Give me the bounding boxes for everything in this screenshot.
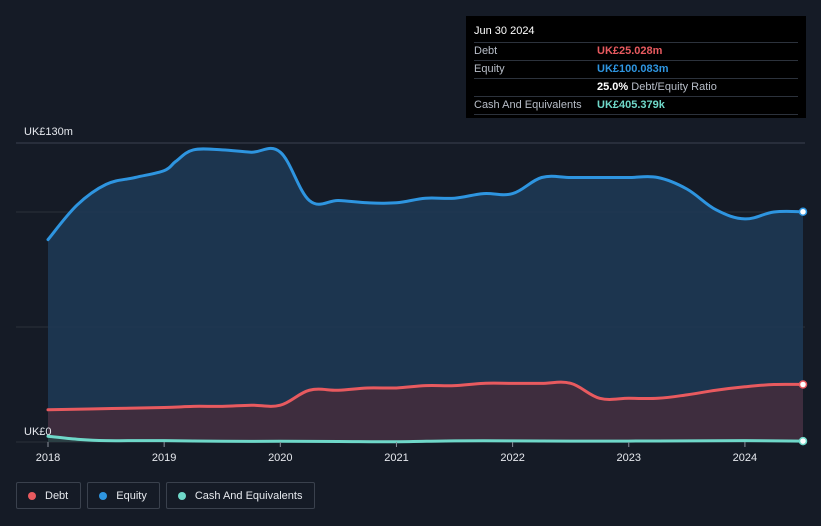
x-tick-label: 2018	[36, 452, 60, 464]
x-tick-label: 2024	[733, 452, 757, 464]
line-equity	[46, 146, 805, 242]
x-tick-label: 2022	[500, 452, 524, 464]
legend-dot-equity	[99, 491, 108, 500]
tooltip-row-equity: Equity UK£100.083m	[474, 60, 798, 78]
tooltip-debt-label: Debt	[474, 45, 498, 57]
tooltip-date: Jun 30 2024	[474, 25, 535, 37]
legend-item-equity[interactable]: Equity	[87, 482, 160, 509]
area-equity	[48, 148, 803, 442]
series-lines	[46, 146, 805, 444]
tooltip-ratio-label	[474, 79, 597, 96]
end-marker-debt	[798, 380, 808, 389]
end-marker-equity	[798, 207, 808, 217]
chart-legend: Debt Equity Cash And Equivalents	[16, 482, 316, 509]
tooltip-row-cash: Cash And Equivalents UK£405.379k	[474, 96, 798, 115]
legend-item-cash[interactable]: Cash And Equivalents	[165, 482, 316, 509]
legend-label-debt: Debt	[45, 489, 69, 502]
legend-label-cash: Cash And Equivalents	[194, 489, 303, 502]
y-axis-bottom-label: UK£0	[24, 426, 52, 438]
tooltip-panel: Jun 30 2024 Debt UK£25.028m Equity UK£10…	[466, 16, 806, 118]
tooltip-ratio-value: 25.0% Debt/Equity Ratio	[597, 79, 717, 96]
legend-dot-cash	[177, 491, 186, 500]
series-end-markers	[798, 207, 808, 446]
legend-dot-debt	[28, 491, 36, 500]
x-axis-ticks: 2018 2019 2020 2021 2022 2023 2024	[36, 442, 757, 464]
legend-item-debt[interactable]: Debt	[16, 482, 82, 509]
tooltip-ratio-suffix: Debt/Equity Ratio	[631, 81, 717, 93]
x-tick-label: 2019	[152, 452, 176, 464]
legend-label-equity: Equity	[116, 489, 147, 502]
tooltip-debt-value: UK£25.028m	[597, 45, 663, 57]
end-marker-cash	[798, 436, 808, 446]
y-axis-top-label: UK£130m	[24, 126, 73, 138]
tooltip-equity-value: UK£100.083m	[597, 63, 669, 75]
tooltip-ratio-number: 25.0%	[597, 81, 629, 93]
line-debt	[46, 380, 805, 412]
tooltip-row-debt: Debt UK£25.028m	[474, 42, 798, 60]
tooltip-cash-value: UK£405.379k	[597, 99, 665, 111]
x-tick-label: 2020	[268, 452, 292, 464]
x-tick-label: 2023	[617, 452, 641, 464]
x-tick-label: 2021	[384, 452, 408, 464]
line-cash	[46, 434, 805, 444]
tooltip-equity-label: Equity	[474, 63, 505, 75]
tooltip-cash-label: Cash And Equivalents	[474, 99, 582, 111]
area-debt	[48, 382, 803, 442]
tooltip-row-ratio: 25.0% Debt/Equity Ratio	[474, 78, 798, 96]
